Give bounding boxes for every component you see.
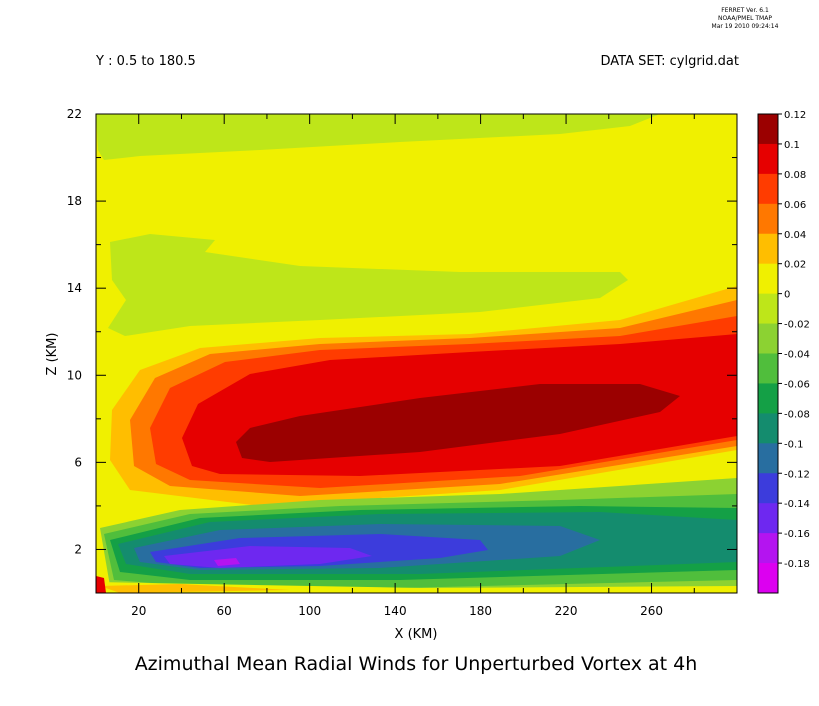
plot-frame	[95, 113, 738, 594]
colorbar-label: 0.02	[784, 260, 806, 271]
x-tick-label: 60	[217, 604, 232, 618]
contour-field	[96, 114, 737, 593]
colorbar-swatch	[758, 173, 778, 205]
colorbar-label: 0.06	[784, 200, 806, 211]
x-tick-label: 220	[555, 604, 578, 618]
colorbar-swatch	[758, 533, 778, 564]
colorbar-swatch	[758, 473, 778, 504]
inflow-minimum	[214, 558, 240, 566]
colorbar-swatch	[758, 413, 778, 444]
level-0.12-core	[236, 384, 680, 462]
x-axis: 20 60 100 140 180 220 260	[95, 114, 738, 618]
colorbar-swatch	[758, 203, 778, 235]
dataset-label: DATA SET: cylgrid.dat	[601, 54, 739, 69]
y-tick-label: 22	[67, 107, 82, 121]
colorbar-swatch	[758, 353, 778, 384]
mid-negative-band	[108, 234, 628, 336]
colorbar-label: -0.18	[784, 559, 810, 570]
colorbar-label: -0.16	[784, 529, 810, 540]
x-tick-label: 140	[384, 604, 407, 618]
y-tick-label: 6	[74, 455, 82, 469]
ferret-timestamp: Mar 19 2010 09:24:14	[712, 23, 779, 30]
colorbar-label: 0.04	[784, 230, 806, 241]
colorbar-label: -0.02	[784, 320, 810, 331]
ferret-org: NOAA/PMEL TMAP	[718, 15, 772, 22]
colorbar-swatch	[758, 443, 778, 474]
x-axis-label: X (KM)	[395, 627, 438, 642]
x-tick-label: 260	[640, 604, 663, 618]
colorbar-label: -0.12	[784, 469, 810, 480]
colorbar-label: 0.12	[784, 110, 806, 121]
colorbar-swatch	[758, 114, 778, 145]
colorbar-label: -0.14	[784, 499, 810, 510]
y-tick-label: 14	[67, 281, 82, 295]
colorbar-swatch	[758, 503, 778, 534]
colorbar-swatch	[758, 383, 778, 414]
colorbar-swatch	[758, 563, 778, 594]
x-tick-label: 20	[131, 604, 146, 618]
colorbar-label: -0.06	[784, 379, 810, 390]
colorbar-label: -0.1	[784, 439, 804, 450]
y-tick-label: 10	[67, 368, 82, 382]
y-tick-label: 2	[74, 542, 82, 556]
surface-outflow-red	[96, 576, 106, 593]
colorbar-label: -0.08	[784, 409, 810, 420]
y-axis: 2 6 10 14 18 22	[67, 107, 737, 594]
colorbar-swatch	[758, 233, 778, 265]
surface-outflow-orange	[100, 584, 290, 593]
colorbar-swatch	[758, 143, 778, 175]
colorbar-label: 0.1	[784, 140, 800, 151]
colorbar-swatch	[758, 263, 778, 295]
x-tick-label: 100	[298, 604, 321, 618]
y-tick-label: 18	[67, 194, 82, 208]
colorbar-swatch	[758, 323, 778, 354]
y-axis-label: Z (KM)	[45, 333, 60, 376]
ferret-version: FERRET Ver. 6.1	[721, 7, 769, 14]
colorbar-label: -0.04	[784, 350, 810, 361]
upper-negative-band	[96, 114, 660, 160]
chart-title: Azimuthal Mean Radial Winds for Unpertur…	[135, 653, 698, 675]
colorbar-label: 0	[784, 290, 790, 301]
x-tick-label: 180	[469, 604, 492, 618]
colorbar-label: 0.08	[784, 170, 806, 181]
colorbar-swatch	[758, 293, 778, 325]
colorbar: 0.12 0.1 0.08 0.06 0.04 0.02 0 -0.02 -0.04 -0.06 -…	[757, 110, 810, 594]
subset-label: Y : 0.5 to 180.5	[95, 54, 196, 69]
